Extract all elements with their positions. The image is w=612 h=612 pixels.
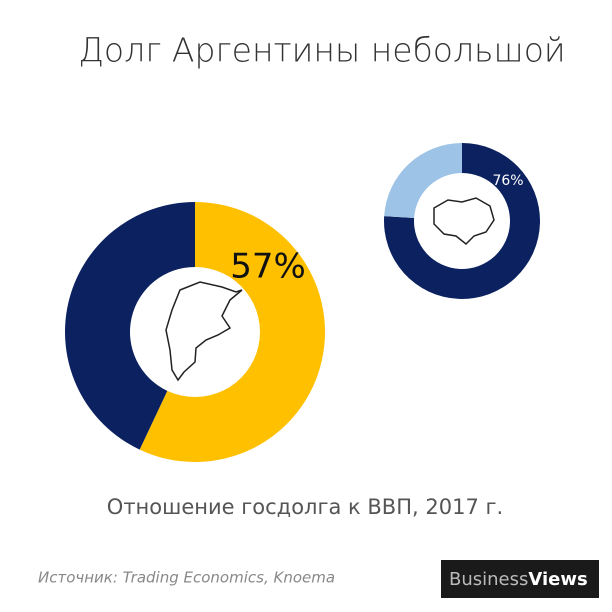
donuts: 57% 76% [65, 143, 540, 463]
value-label: 76% [492, 173, 523, 189]
donut-segment [65, 202, 195, 450]
logo-background [441, 560, 599, 598]
logo-views: Views [528, 569, 587, 590]
logo-business: Business [449, 569, 528, 590]
ukraine-map [433, 197, 495, 246]
value-label: 57% [230, 247, 306, 287]
donut-segment [383, 143, 540, 299]
donut-segment [139, 202, 326, 463]
donut-segment [384, 143, 462, 218]
title: Долг Аргентины небольшой [78, 31, 565, 70]
subtitle: Отношение госдолга к ВВП, 2017 г. [107, 495, 503, 519]
logo: BusinessViews [449, 569, 588, 590]
source: Источник: Trading Economics, Knoema [38, 569, 335, 587]
argentina-map [165, 281, 243, 382]
